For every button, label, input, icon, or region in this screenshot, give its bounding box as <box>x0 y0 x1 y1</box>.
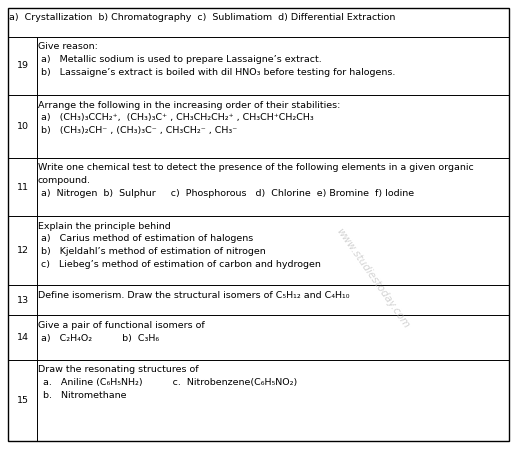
Text: Arrange the following in the increasing order of their stabilities:: Arrange the following in the increasing … <box>38 101 340 110</box>
Text: a.   Aniline (C₆H₅NH₂)          c.  Nitrobenzene(C₆H₅NO₂): a. Aniline (C₆H₅NH₂) c. Nitrobenzene(C₆H… <box>42 378 297 387</box>
Text: a)   Carius method of estimation of halogens: a) Carius method of estimation of haloge… <box>40 234 253 243</box>
Text: Give a pair of functional isomers of: Give a pair of functional isomers of <box>38 321 204 330</box>
Text: a)   C₂H₄O₂          b)  C₃H₆: a) C₂H₄O₂ b) C₃H₆ <box>40 334 159 343</box>
Text: 10: 10 <box>17 122 28 131</box>
Text: b.   Nitromethane: b. Nitromethane <box>42 391 126 400</box>
Text: Draw the resonating structures of: Draw the resonating structures of <box>38 365 198 374</box>
Text: b)   Kjeldahl’s method of estimation of nitrogen: b) Kjeldahl’s method of estimation of ni… <box>40 247 265 256</box>
Text: Define isomerism. Draw the structural isomers of C₅H₁₂ and C₄H₁₀: Define isomerism. Draw the structural is… <box>38 291 349 299</box>
Text: a)   (CH₃)₃CCH₂⁺,  (CH₃)₃C⁺ , CH₃CH₂CH₂⁺ , CH₃CH⁺CH₂CH₃: a) (CH₃)₃CCH₂⁺, (CH₃)₃C⁺ , CH₃CH₂CH₂⁺ , … <box>40 113 313 122</box>
Text: Explain the principle behind: Explain the principle behind <box>38 222 170 231</box>
Text: Give reason:: Give reason: <box>38 42 97 51</box>
Text: www.studiestoday.com: www.studiestoday.com <box>334 226 410 330</box>
Text: 15: 15 <box>17 396 28 405</box>
Text: 11: 11 <box>17 183 28 192</box>
Text: Write one chemical test to detect the presence of the following elements in a gi: Write one chemical test to detect the pr… <box>38 163 473 172</box>
Text: 12: 12 <box>17 246 28 255</box>
Text: b)   (CH₃)₂CH⁻ , (CH₃)₃C⁻ , CH₃CH₂⁻ , CH₃⁻: b) (CH₃)₂CH⁻ , (CH₃)₃C⁻ , CH₃CH₂⁻ , CH₃⁻ <box>40 126 237 135</box>
Text: b)   Lassaigne’s extract is boiled with dil HNO₃ before testing for halogens.: b) Lassaigne’s extract is boiled with di… <box>40 68 395 77</box>
Text: 19: 19 <box>17 62 28 70</box>
Text: 13: 13 <box>17 295 28 305</box>
Text: 14: 14 <box>17 333 28 342</box>
Text: a)  Nitrogen  b)  Sulphur     c)  Phosphorous   d)  Chlorine  e) Bromine  f) Iod: a) Nitrogen b) Sulphur c) Phosphorous d)… <box>40 189 414 198</box>
Text: a)  Crystallization  b) Chromatography  c)  Sublimatiom  d) Differential Extract: a) Crystallization b) Chromatography c) … <box>9 13 396 22</box>
Text: c)   Liebeg’s method of estimation of carbon and hydrogen: c) Liebeg’s method of estimation of carb… <box>40 260 321 269</box>
Text: a)   Metallic sodium is used to prepare Lassaigne’s extract.: a) Metallic sodium is used to prepare La… <box>40 55 321 64</box>
Text: compound.: compound. <box>38 176 90 185</box>
